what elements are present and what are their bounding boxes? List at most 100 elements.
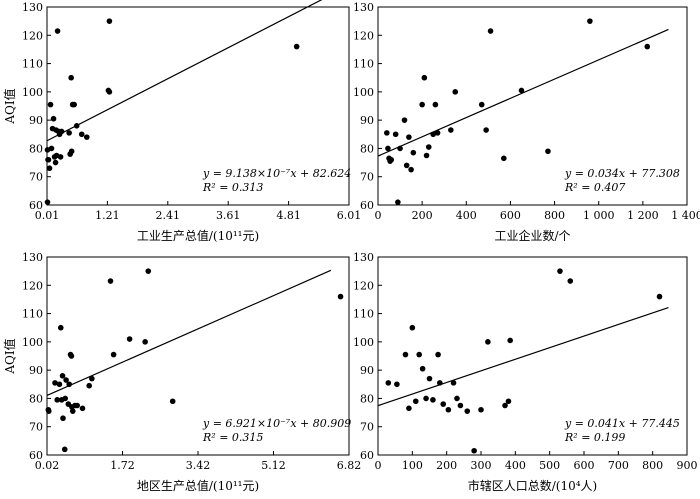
x-tick-label: 800: [544, 209, 565, 222]
data-point: [430, 131, 436, 138]
data-point: [337, 293, 344, 300]
y-tick-label: 100: [22, 86, 43, 99]
chart-panel-2: 0 200 400 600 800 1 000 1 200 1 400 60 70 80 90 100 1…: [353, 1, 700, 243]
data-point: [388, 156, 395, 163]
data-point: [126, 336, 133, 342]
trend-line: [46, 0, 323, 142]
data-point: [406, 405, 412, 412]
y-tick-label: 130: [353, 1, 374, 14]
data-point: [57, 154, 64, 160]
data-point: [68, 353, 75, 359]
y-tick-label: 100: [22, 336, 43, 349]
y-tick-label: 70: [29, 171, 43, 184]
data-point: [89, 375, 95, 382]
y-tick-label: 110: [353, 58, 374, 71]
data-point: [106, 18, 113, 24]
y-tick-label: 80: [29, 392, 43, 405]
y-tick-label: 90: [360, 114, 374, 127]
data-point: [557, 268, 563, 274]
data-point: [471, 447, 477, 454]
x-tick-label: 200: [436, 459, 457, 472]
data-point: [52, 159, 59, 166]
data-point: [644, 43, 651, 50]
data-point: [66, 381, 73, 388]
x-tick-label: 3.42: [186, 459, 211, 472]
data-point: [457, 402, 464, 409]
y-tick-label: 90: [29, 114, 43, 127]
regression-equation: y = 9.138×10⁻⁷x + 82.624: [202, 167, 351, 180]
y-tick-label: 80: [360, 142, 374, 155]
data-point: [385, 145, 391, 152]
data-point: [44, 199, 51, 205]
data-point: [66, 130, 72, 136]
x-axis-label: 地区生产总值/(10¹¹元): [137, 478, 259, 493]
data-point: [406, 134, 412, 140]
data-point: [421, 74, 428, 81]
y-tick-label: 60: [360, 449, 374, 462]
data-point: [416, 351, 423, 358]
data-point: [142, 339, 148, 345]
data-point: [408, 166, 414, 173]
y-tick-label: 110: [22, 308, 43, 321]
x-tick-label: 6.01: [337, 209, 362, 222]
data-point: [60, 415, 66, 422]
x-tick-label: 0: [375, 209, 382, 222]
data-point: [46, 165, 53, 172]
x-tick-label: 600: [500, 209, 521, 222]
data-point: [507, 337, 513, 344]
data-point: [54, 28, 61, 34]
x-axis-label: 市辖区人口总数/(10⁴人): [468, 478, 598, 493]
data-point: [392, 131, 399, 138]
data-point: [545, 148, 551, 155]
data-point: [45, 408, 52, 414]
y-tick-label: 110: [22, 58, 43, 71]
plot-frame: [46, 6, 350, 206]
y-tick-label: 70: [360, 421, 374, 434]
y-tick-label: 100: [353, 336, 374, 349]
data-point: [454, 395, 460, 402]
data-point: [478, 406, 484, 413]
y-tick-label: 130: [353, 251, 374, 264]
data-point: [409, 324, 416, 331]
plot-frame: [377, 6, 688, 206]
data-point: [145, 268, 152, 274]
data-point: [426, 375, 433, 382]
data-point: [502, 402, 508, 409]
y-tick-label: 80: [360, 392, 374, 405]
data-point: [487, 28, 494, 34]
data-point: [61, 446, 68, 453]
data-point: [450, 380, 457, 386]
data-point: [54, 397, 61, 403]
data-point: [587, 18, 593, 24]
data-point: [169, 398, 176, 405]
data-point: [47, 101, 54, 108]
data-point: [384, 130, 390, 136]
data-point: [419, 101, 425, 108]
data-point: [71, 101, 77, 108]
data-point: [74, 402, 80, 409]
data-point: [452, 89, 459, 95]
data-point: [79, 405, 86, 412]
chart-panel-1: 0.01 1.21 2.41 3.61 4.81 6.01 60 70 80 90 100 110 12…: [2, 0, 361, 243]
x-tick-label: 500: [539, 459, 560, 472]
data-point: [448, 127, 454, 133]
trend-line: [46, 269, 332, 397]
y-tick-label: 130: [22, 251, 43, 264]
x-tick-label: 6.82: [337, 459, 362, 472]
data-point: [435, 351, 441, 358]
r-squared-label: R² = 0.407: [564, 181, 625, 194]
x-tick-label: 1.72: [110, 459, 135, 472]
y-tick-label: 70: [29, 421, 43, 434]
x-tick-label: 5.12: [261, 459, 286, 472]
y-tick-label: 90: [360, 364, 374, 377]
plot-frame: [377, 256, 688, 456]
data-point: [57, 324, 64, 331]
data-point: [83, 134, 90, 140]
x-tick-label: 4.81: [276, 209, 301, 222]
x-tick-label: 3.61: [216, 209, 241, 222]
data-point: [402, 351, 409, 358]
y-tick-label: 120: [353, 279, 374, 292]
y-axis-label: AQI值: [2, 338, 17, 374]
x-tick-label: 2.41: [156, 209, 181, 222]
